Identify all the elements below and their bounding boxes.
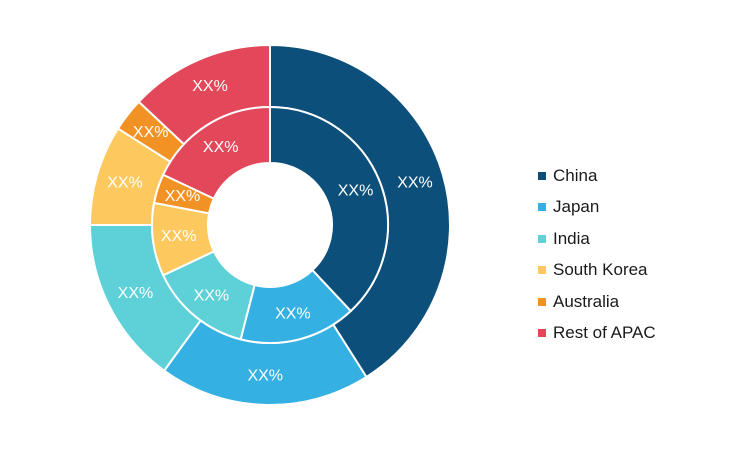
legend-item-india: India: [538, 223, 656, 255]
legend-item-china: China: [538, 160, 656, 192]
legend-swatch: [538, 203, 546, 212]
legend-swatch: [538, 171, 546, 180]
inner-label-south-korea: XX%: [161, 228, 197, 245]
legend-label: India: [553, 228, 590, 248]
inner-label-india: XX%: [194, 287, 230, 304]
legend-label: China: [553, 165, 598, 185]
legend-label: South Korea: [553, 260, 648, 280]
outer-ring: [88, 43, 451, 406]
legend: China Japan India South Korea Australia Rest …: [538, 160, 656, 349]
legend-item-japan: Japan: [538, 192, 656, 224]
outer-label-australia: XX%: [133, 124, 169, 141]
legend-item-rest-of-apac: Rest of APAC: [538, 318, 656, 350]
outer-label-india: XX%: [118, 285, 154, 302]
outer-label-japan: XX%: [247, 367, 283, 384]
legend-swatch: [538, 329, 546, 338]
outer-label-rest-of-apac: XX%: [192, 78, 228, 95]
legend-label: Rest of APAC: [553, 323, 656, 343]
inner-label-rest-of-apac: XX%: [203, 139, 239, 156]
inner-slice-rest-of-apac: [161, 105, 271, 200]
legend-label: Japan: [553, 197, 600, 217]
inner-ring: [151, 105, 389, 344]
inner-label-china: XX%: [338, 183, 374, 200]
outer-label-china: XX%: [397, 174, 433, 191]
inner-slice-china: [269, 105, 389, 313]
inner-label-japan: XX%: [275, 306, 311, 323]
legend-item-south-korea: South Korea: [538, 255, 656, 287]
outer-label-south-korea: XX%: [107, 174, 143, 191]
legend-item-australia: Australia: [538, 286, 656, 318]
legend-label: Australia: [553, 291, 620, 311]
segment-labels: XX% XX% XX% XX% XX% XX% XX% XX% XX% XX% XX% XX%: [107, 78, 433, 385]
legend-swatch: [538, 266, 546, 275]
legend-swatch: [538, 234, 546, 243]
inner-label-australia: XX%: [165, 188, 201, 205]
legend-swatch: [538, 297, 546, 306]
